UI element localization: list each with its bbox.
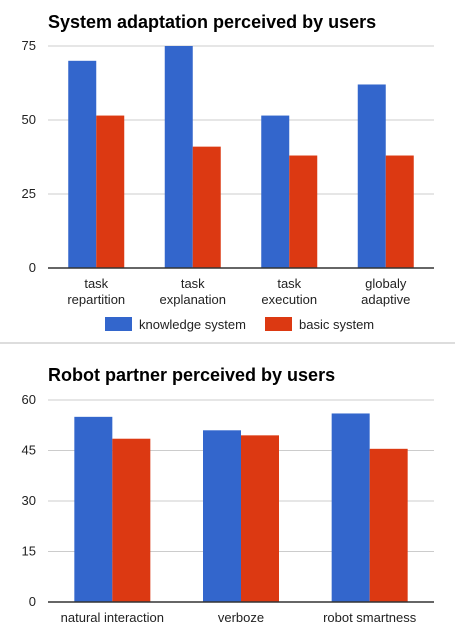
category-label: adaptive [361, 292, 410, 307]
y-tick-label: 30 [22, 493, 36, 508]
bar-knowledge-1 [203, 430, 241, 602]
bar-knowledge-2 [331, 413, 370, 602]
bar-knowledge-2 [261, 115, 290, 268]
category-label: explanation [160, 292, 227, 307]
y-tick-label: 25 [22, 186, 36, 201]
category-label: globaly [365, 276, 407, 291]
bar-knowledge-3 [357, 84, 386, 268]
y-tick-label: 75 [22, 38, 36, 53]
bar-basic-0 [112, 438, 151, 602]
chart-title: System adaptation perceived by users [48, 12, 376, 32]
y-tick-label: 50 [22, 112, 36, 127]
bar-knowledge-1 [164, 46, 193, 268]
legend-label: basic system [299, 317, 374, 332]
bar-basic-1 [241, 435, 279, 602]
category-label: task [277, 276, 301, 291]
y-tick-label: 15 [22, 544, 36, 559]
bar-knowledge-0 [68, 60, 97, 268]
y-tick-label: 0 [29, 260, 36, 275]
legend-swatch [265, 317, 292, 331]
bar-basic-0 [96, 115, 125, 268]
chart-system-adaptation: System adaptation perceived by users 0 25 5… [22, 12, 434, 332]
legend-label: knowledge system [139, 317, 246, 332]
bar-knowledge-0 [74, 416, 113, 602]
bar-basic-2 [369, 448, 408, 602]
category-label: verboze [218, 610, 264, 625]
y-tick-label: 60 [22, 392, 36, 407]
chart-robot-partner: Robot partner perceived by users 0 15 30 45 6… [22, 365, 434, 625]
bar-basic-2 [289, 155, 318, 268]
category-label: robot smartness [323, 610, 417, 625]
bar-basic-1 [192, 146, 221, 268]
bar-basic-3 [385, 155, 414, 268]
category-label: execution [261, 292, 317, 307]
y-tick-label: 45 [22, 443, 36, 458]
y-tick-label: 0 [29, 594, 36, 609]
category-label: task [84, 276, 108, 291]
category-label: repartition [67, 292, 125, 307]
category-label: natural interaction [61, 610, 164, 625]
category-label: task [181, 276, 205, 291]
legend-swatch [105, 317, 132, 331]
chart-title: Robot partner perceived by users [48, 365, 335, 385]
